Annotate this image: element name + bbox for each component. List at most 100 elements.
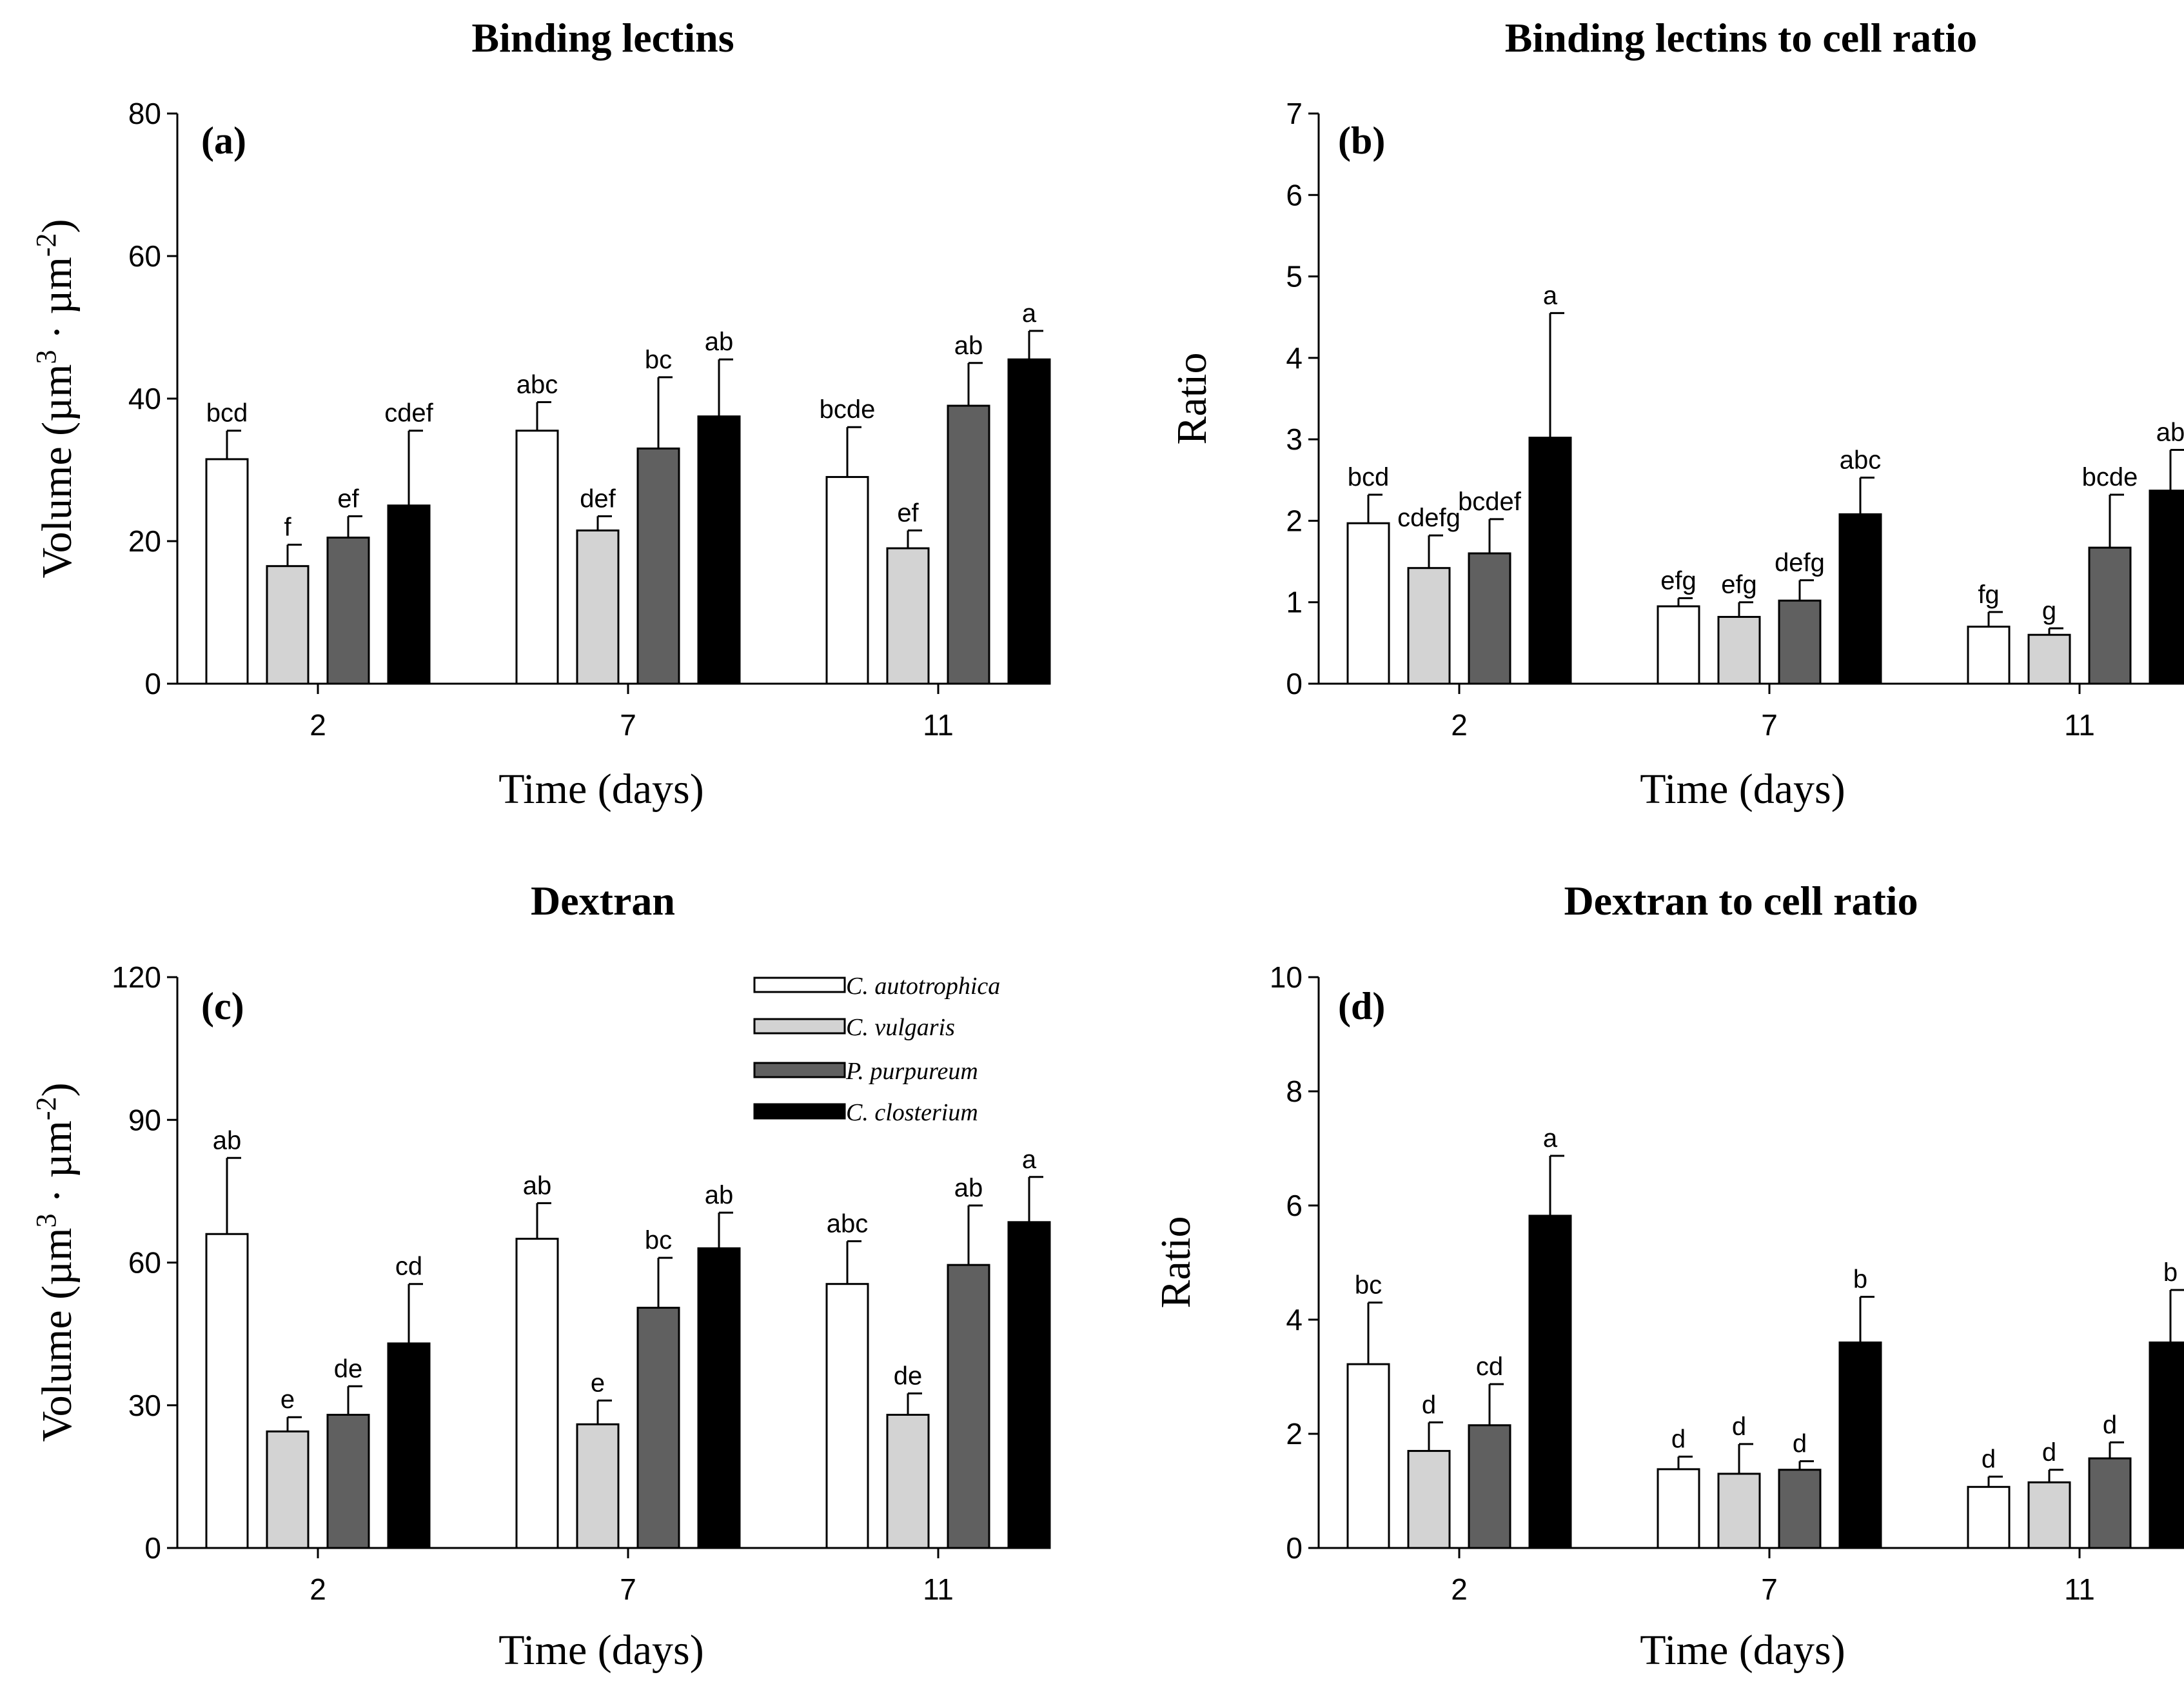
panel-tag: (d) xyxy=(1338,985,1385,1027)
bar xyxy=(1528,1215,1572,1549)
significance-label: g xyxy=(2042,597,2056,625)
y-tick-label: 60 xyxy=(128,1246,161,1280)
bar xyxy=(1407,567,1451,685)
bar xyxy=(2088,1457,2132,1549)
y-tick-label: 0 xyxy=(144,1531,161,1565)
chart-title: Dextran xyxy=(531,878,675,924)
bar xyxy=(886,1414,930,1549)
legend-label-2: C. vulgaris xyxy=(846,1014,955,1041)
chart-title: Binding lectins xyxy=(471,15,734,61)
bar xyxy=(576,529,620,685)
bar xyxy=(326,536,370,685)
significance-label: d xyxy=(1732,1413,1746,1441)
panel-tag: (c) xyxy=(201,985,244,1027)
y-tick-label: 1 xyxy=(1286,586,1303,619)
bar xyxy=(1468,1424,1511,1549)
significance-label: bc xyxy=(1355,1271,1382,1299)
x-tick-label: 2 xyxy=(310,1572,326,1606)
bar xyxy=(1657,605,1700,685)
y-axis-label: Volume (µm3 · µm-2) xyxy=(30,219,81,579)
y-tick-label: 7 xyxy=(1286,97,1303,130)
y-tick-label: 4 xyxy=(1286,1303,1303,1336)
bar xyxy=(886,547,930,685)
y-tick-label: 90 xyxy=(128,1103,161,1136)
significance-label: ef xyxy=(337,484,359,513)
panel-c-dextran: Dextran (c) 0 30 60 90 120 Volume (µm3 · µm-2) T… xyxy=(30,878,1051,1674)
legend-swatch-2 xyxy=(753,1018,846,1035)
significance-label: b xyxy=(1853,1265,1867,1294)
panel-d-dextran-ratio: Dextran to cell ratio (d) 0 2 4 6 8 10 Ratio Time… xyxy=(1152,878,2184,1674)
significance-label: d xyxy=(2042,1438,2056,1467)
chart-title: Dextran to cell ratio xyxy=(1564,878,1918,924)
y-tick-label: 4 xyxy=(1286,341,1303,375)
panel-a-binding-lectins: Binding lectins (a) 0 20 40 60 80 Volume (µm3 ·… xyxy=(30,15,1051,813)
bar xyxy=(1778,599,1822,685)
bar xyxy=(636,1307,680,1549)
legend-swatch-4 xyxy=(753,1103,846,1120)
significance-label: ab xyxy=(954,1174,983,1202)
bar xyxy=(1007,358,1051,685)
bar xyxy=(387,504,431,685)
significance-label: ab xyxy=(523,1171,552,1200)
x-tick-label: 11 xyxy=(923,1572,954,1606)
bar xyxy=(2149,490,2184,685)
bar xyxy=(947,404,990,685)
significance-label: d xyxy=(2103,1411,2117,1439)
bar xyxy=(266,565,310,685)
legend-label-4: C. closterium xyxy=(846,1099,978,1126)
y-tick-label: 2 xyxy=(1286,504,1303,537)
x-tick-label: 2 xyxy=(1451,708,1468,742)
bar xyxy=(1717,1473,1761,1549)
significance-label: bcd xyxy=(206,399,248,428)
significance-label: ab xyxy=(954,332,983,360)
bar xyxy=(326,1414,370,1549)
bar xyxy=(947,1264,990,1549)
significance-label: a xyxy=(1022,1145,1037,1174)
panel-tag: (b) xyxy=(1338,119,1385,162)
significance-label: ab xyxy=(2156,419,2184,447)
y-tick-label: 80 xyxy=(128,97,161,130)
bar xyxy=(825,476,869,685)
bar xyxy=(205,458,249,685)
bar xyxy=(1346,522,1390,685)
bar xyxy=(1838,513,1882,685)
significance-label: d xyxy=(1671,1425,1686,1453)
bar xyxy=(1346,1363,1390,1549)
chart-title: Binding lectins to cell ratio xyxy=(1505,15,1977,61)
significance-label: def xyxy=(580,484,616,513)
bar xyxy=(576,1423,620,1549)
bar xyxy=(697,415,741,685)
y-tick-label: 6 xyxy=(1286,1189,1303,1222)
panel-tag: (a) xyxy=(201,119,246,162)
bar xyxy=(1967,1485,2011,1549)
significance-label: bcdef xyxy=(1458,488,1522,516)
x-tick-label: 11 xyxy=(2064,708,2095,742)
bar xyxy=(825,1283,869,1549)
bar xyxy=(1528,437,1572,685)
significance-label: de xyxy=(334,1354,363,1383)
x-axis-label: Time (days) xyxy=(498,766,703,813)
bar xyxy=(515,430,559,685)
significance-label: cd xyxy=(395,1253,422,1281)
y-tick-label: 120 xyxy=(112,960,161,994)
bar xyxy=(1778,1469,1822,1549)
legend-label-1: C. autotrophica xyxy=(846,973,1000,1000)
y-tick-label: 20 xyxy=(128,524,161,558)
bar xyxy=(2088,546,2132,685)
significance-label: a xyxy=(1022,299,1037,328)
bar xyxy=(1717,615,1761,685)
significance-label: ab xyxy=(213,1126,242,1155)
y-tick-label: 30 xyxy=(128,1389,161,1422)
bar xyxy=(2027,1481,2071,1549)
y-tick-label: 2 xyxy=(1286,1417,1303,1451)
significance-label: d xyxy=(1793,1429,1807,1458)
bar xyxy=(1838,1341,1882,1549)
bar xyxy=(636,447,680,685)
bar xyxy=(2149,1341,2184,1549)
significance-label: e xyxy=(280,1385,295,1414)
y-tick-label: 0 xyxy=(1286,667,1303,700)
bar xyxy=(387,1342,431,1549)
bar xyxy=(1407,1450,1451,1549)
bar xyxy=(1468,552,1511,685)
